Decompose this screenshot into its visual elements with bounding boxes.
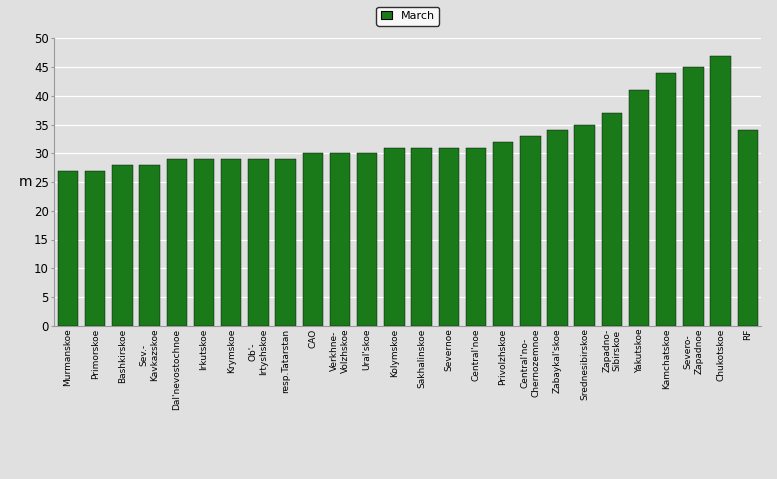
Bar bbox=[574, 125, 595, 326]
Bar bbox=[520, 136, 541, 326]
Bar bbox=[221, 159, 242, 326]
Bar bbox=[710, 56, 731, 326]
Bar bbox=[248, 159, 269, 326]
Bar bbox=[112, 165, 133, 326]
Bar bbox=[411, 148, 432, 326]
Bar bbox=[601, 113, 622, 326]
Bar bbox=[384, 148, 405, 326]
Bar bbox=[166, 159, 187, 326]
Bar bbox=[193, 159, 214, 326]
Bar bbox=[302, 153, 323, 326]
Bar bbox=[656, 73, 677, 326]
Bar bbox=[57, 171, 78, 326]
Bar bbox=[547, 130, 568, 326]
Bar bbox=[493, 142, 514, 326]
Bar bbox=[357, 153, 378, 326]
Y-axis label: m: m bbox=[19, 175, 33, 189]
Bar bbox=[438, 148, 459, 326]
Legend: March: March bbox=[376, 7, 440, 25]
Bar bbox=[85, 171, 106, 326]
Bar bbox=[275, 159, 296, 326]
Bar bbox=[329, 153, 350, 326]
Bar bbox=[465, 148, 486, 326]
Bar bbox=[683, 67, 704, 326]
Bar bbox=[139, 165, 160, 326]
Bar bbox=[737, 130, 758, 326]
Bar bbox=[629, 90, 650, 326]
